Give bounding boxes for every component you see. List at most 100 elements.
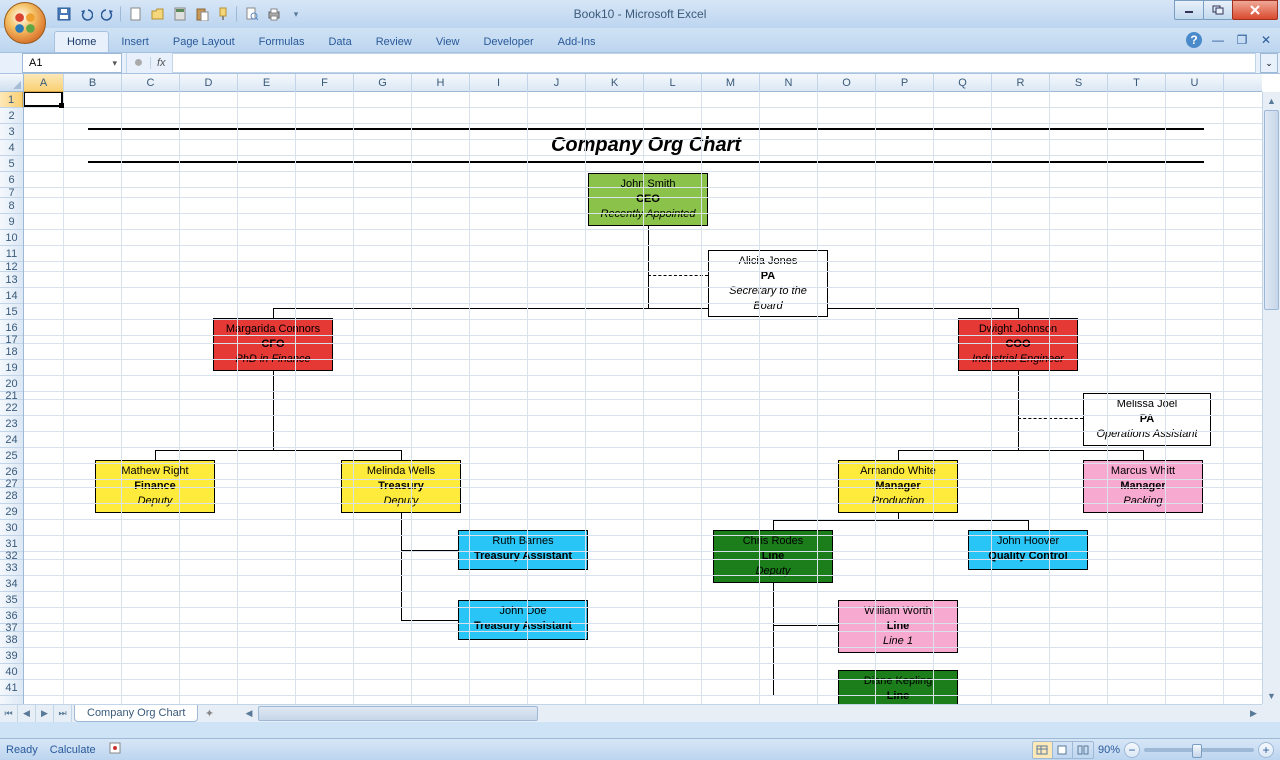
row-header[interactable]: 30 [0, 520, 23, 536]
select-all-corner[interactable] [0, 74, 24, 92]
active-cell[interactable] [24, 92, 63, 107]
column-header[interactable]: F [296, 74, 354, 92]
row-header[interactable]: 38 [0, 632, 23, 648]
row-header[interactable]: 34 [0, 576, 23, 592]
calc-icon[interactable] [170, 4, 190, 24]
qat-more-icon[interactable]: ▾ [286, 4, 306, 24]
column-header[interactable]: E [238, 74, 296, 92]
row-header[interactable]: 14 [0, 288, 23, 304]
ribbon-tab-review[interactable]: Review [364, 32, 424, 52]
column-header[interactable]: I [470, 74, 528, 92]
zoom-in-icon[interactable]: + [1258, 742, 1274, 758]
row-header[interactable]: 27 [0, 480, 23, 488]
scroll-right-icon[interactable]: ▶ [1245, 705, 1262, 722]
row-header[interactable]: 28 [0, 488, 23, 504]
vscroll-thumb[interactable] [1264, 110, 1279, 310]
row-header[interactable]: 29 [0, 504, 23, 520]
column-header[interactable]: D [180, 74, 238, 92]
hscroll-thumb[interactable] [258, 706, 538, 721]
row-header[interactable]: 24 [0, 432, 23, 448]
close-button[interactable] [1232, 0, 1278, 20]
column-header[interactable]: U [1166, 74, 1224, 92]
ribbon-tab-formulas[interactable]: Formulas [247, 32, 317, 52]
print-icon[interactable] [264, 4, 284, 24]
column-header[interactable]: P [876, 74, 934, 92]
column-header[interactable]: L [644, 74, 702, 92]
row-header[interactable]: 13 [0, 272, 23, 288]
help-icon[interactable]: ? [1186, 32, 1202, 48]
minimize-button[interactable] [1174, 0, 1204, 20]
vertical-scrollbar[interactable]: ▲ ▼ [1262, 92, 1280, 704]
row-header[interactable]: 3 [0, 124, 23, 140]
column-header[interactable]: Q [934, 74, 992, 92]
row-header[interactable]: 1 [0, 92, 23, 108]
ribbon-tab-page-layout[interactable]: Page Layout [161, 32, 247, 52]
fx-icon[interactable]: fx [150, 57, 172, 69]
cancel-formula-icon[interactable]: ● [126, 53, 150, 73]
paint-icon[interactable] [214, 4, 234, 24]
column-header[interactable]: S [1050, 74, 1108, 92]
column-header[interactable]: H [412, 74, 470, 92]
ribbon-minimize-icon[interactable]: — [1210, 32, 1226, 48]
column-header[interactable]: M [702, 74, 760, 92]
sheet-first-icon[interactable]: ⏮ [0, 705, 18, 722]
ribbon-tab-add-ins[interactable]: Add-Ins [546, 32, 608, 52]
row-header[interactable]: 7 [0, 188, 23, 198]
scroll-up-icon[interactable]: ▲ [1263, 92, 1280, 109]
office-button[interactable] [4, 2, 46, 44]
column-header[interactable]: A [24, 74, 64, 92]
zoom-out-icon[interactable]: − [1124, 742, 1140, 758]
row-header[interactable]: 39 [0, 648, 23, 664]
row-header[interactable]: 32 [0, 552, 23, 560]
row-header[interactable]: 22 [0, 400, 23, 416]
row-header[interactable]: 25 [0, 448, 23, 464]
formula-bar[interactable] [172, 53, 1256, 73]
row-header[interactable]: 17 [0, 336, 23, 344]
redo-icon[interactable] [98, 4, 118, 24]
ribbon-tab-developer[interactable]: Developer [471, 32, 545, 52]
zoom-slider[interactable] [1144, 748, 1254, 752]
column-header[interactable]: O [818, 74, 876, 92]
name-box[interactable]: A1 [22, 53, 122, 73]
horizontal-scrollbar[interactable]: ◀ ▶ [240, 705, 1262, 722]
sheet-next-icon[interactable]: ▶ [36, 705, 54, 722]
scroll-left-icon[interactable]: ◀ [240, 705, 257, 722]
normal-view-icon[interactable] [1033, 742, 1053, 758]
column-header[interactable]: G [354, 74, 412, 92]
column-header[interactable]: R [992, 74, 1050, 92]
row-header[interactable]: 18 [0, 344, 23, 360]
macro-record-icon[interactable] [108, 741, 122, 758]
preview-icon[interactable] [242, 4, 262, 24]
page-layout-view-icon[interactable] [1053, 742, 1073, 758]
formula-expand-icon[interactable]: ⌄ [1260, 53, 1278, 73]
column-header[interactable]: T [1108, 74, 1166, 92]
column-header[interactable]: N [760, 74, 818, 92]
zoom-level[interactable]: 90% [1098, 744, 1120, 756]
scroll-down-icon[interactable]: ▼ [1263, 687, 1280, 704]
row-header[interactable]: 5 [0, 156, 23, 172]
row-header[interactable]: 40 [0, 664, 23, 680]
row-header[interactable]: 37 [0, 624, 23, 632]
row-header[interactable]: 12 [0, 262, 23, 272]
sheet-prev-icon[interactable]: ◀ [18, 705, 36, 722]
sheet-last-icon[interactable]: ⏭ [54, 705, 72, 722]
ribbon-tab-insert[interactable]: Insert [109, 32, 161, 52]
ribbon-tab-data[interactable]: Data [316, 32, 363, 52]
column-header[interactable]: J [528, 74, 586, 92]
row-header[interactable]: 33 [0, 560, 23, 576]
page-break-view-icon[interactable] [1073, 742, 1093, 758]
row-header[interactable]: 8 [0, 198, 23, 214]
row-header[interactable]: 35 [0, 592, 23, 608]
new-icon[interactable] [126, 4, 146, 24]
maximize-button[interactable] [1203, 0, 1233, 20]
ribbon-tab-view[interactable]: View [424, 32, 472, 52]
column-header[interactable]: C [122, 74, 180, 92]
open-icon[interactable] [148, 4, 168, 24]
cells[interactable]: Company Org Chart John SmithCEORecently … [24, 92, 1262, 704]
row-header[interactable]: 2 [0, 108, 23, 124]
paste-icon[interactable] [192, 4, 212, 24]
row-header[interactable]: 21 [0, 392, 23, 400]
row-header[interactable]: 4 [0, 140, 23, 156]
column-header[interactable]: K [586, 74, 644, 92]
row-header[interactable]: 15 [0, 304, 23, 320]
